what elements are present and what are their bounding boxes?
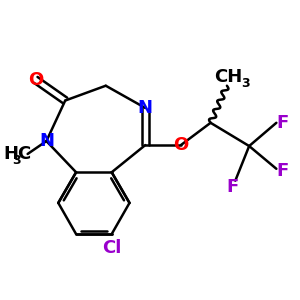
- Text: H: H: [3, 145, 18, 163]
- Text: 3: 3: [12, 154, 21, 167]
- Text: O: O: [173, 136, 188, 154]
- Text: F: F: [276, 162, 288, 180]
- Text: N: N: [138, 99, 153, 117]
- Text: 3: 3: [242, 77, 250, 90]
- Text: C: C: [17, 145, 31, 163]
- Text: F: F: [227, 178, 239, 196]
- Text: N: N: [39, 132, 54, 150]
- Text: Cl: Cl: [102, 239, 122, 257]
- Text: CH: CH: [214, 68, 242, 86]
- Text: O: O: [28, 71, 43, 89]
- Text: F: F: [276, 114, 288, 132]
